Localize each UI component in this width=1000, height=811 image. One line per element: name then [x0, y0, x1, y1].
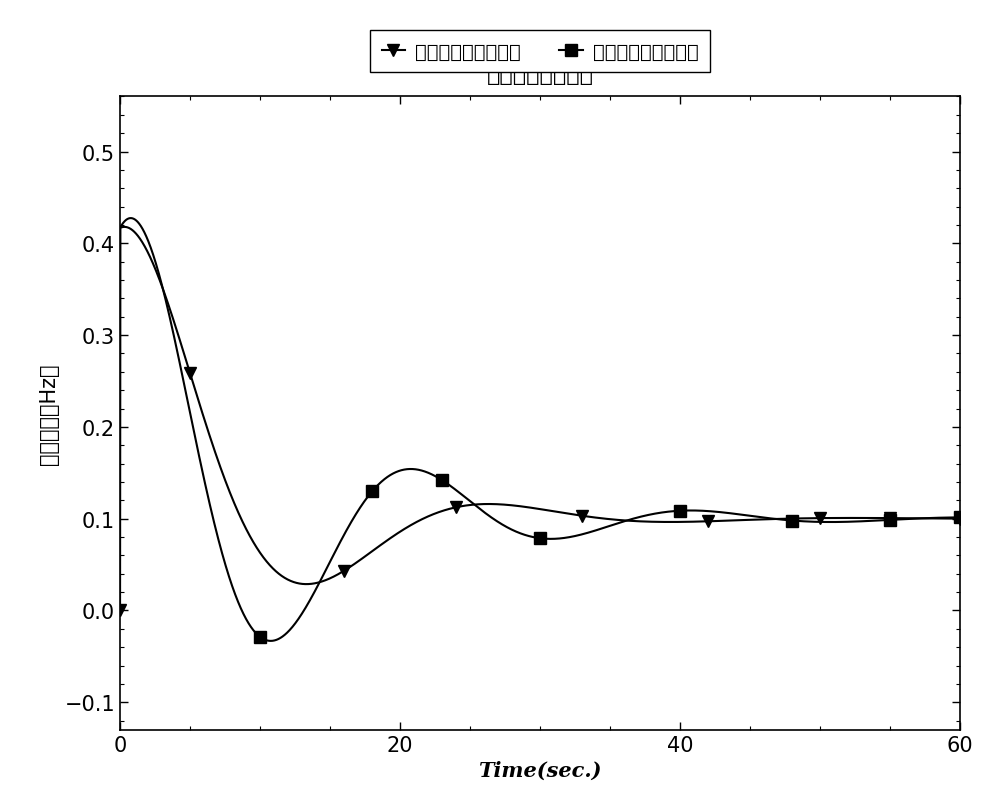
Legend: 单机模型时域仿真解, 理论模型时域解析解: 单机模型时域仿真解, 理论模型时域解析解 [370, 31, 710, 74]
Y-axis label: 频率偏差（Hz）: 频率偏差（Hz） [39, 363, 59, 464]
X-axis label: Time(sec.): Time(sec.) [478, 760, 602, 780]
Title: 稳定计算结果曲线: 稳定计算结果曲线 [486, 65, 594, 84]
